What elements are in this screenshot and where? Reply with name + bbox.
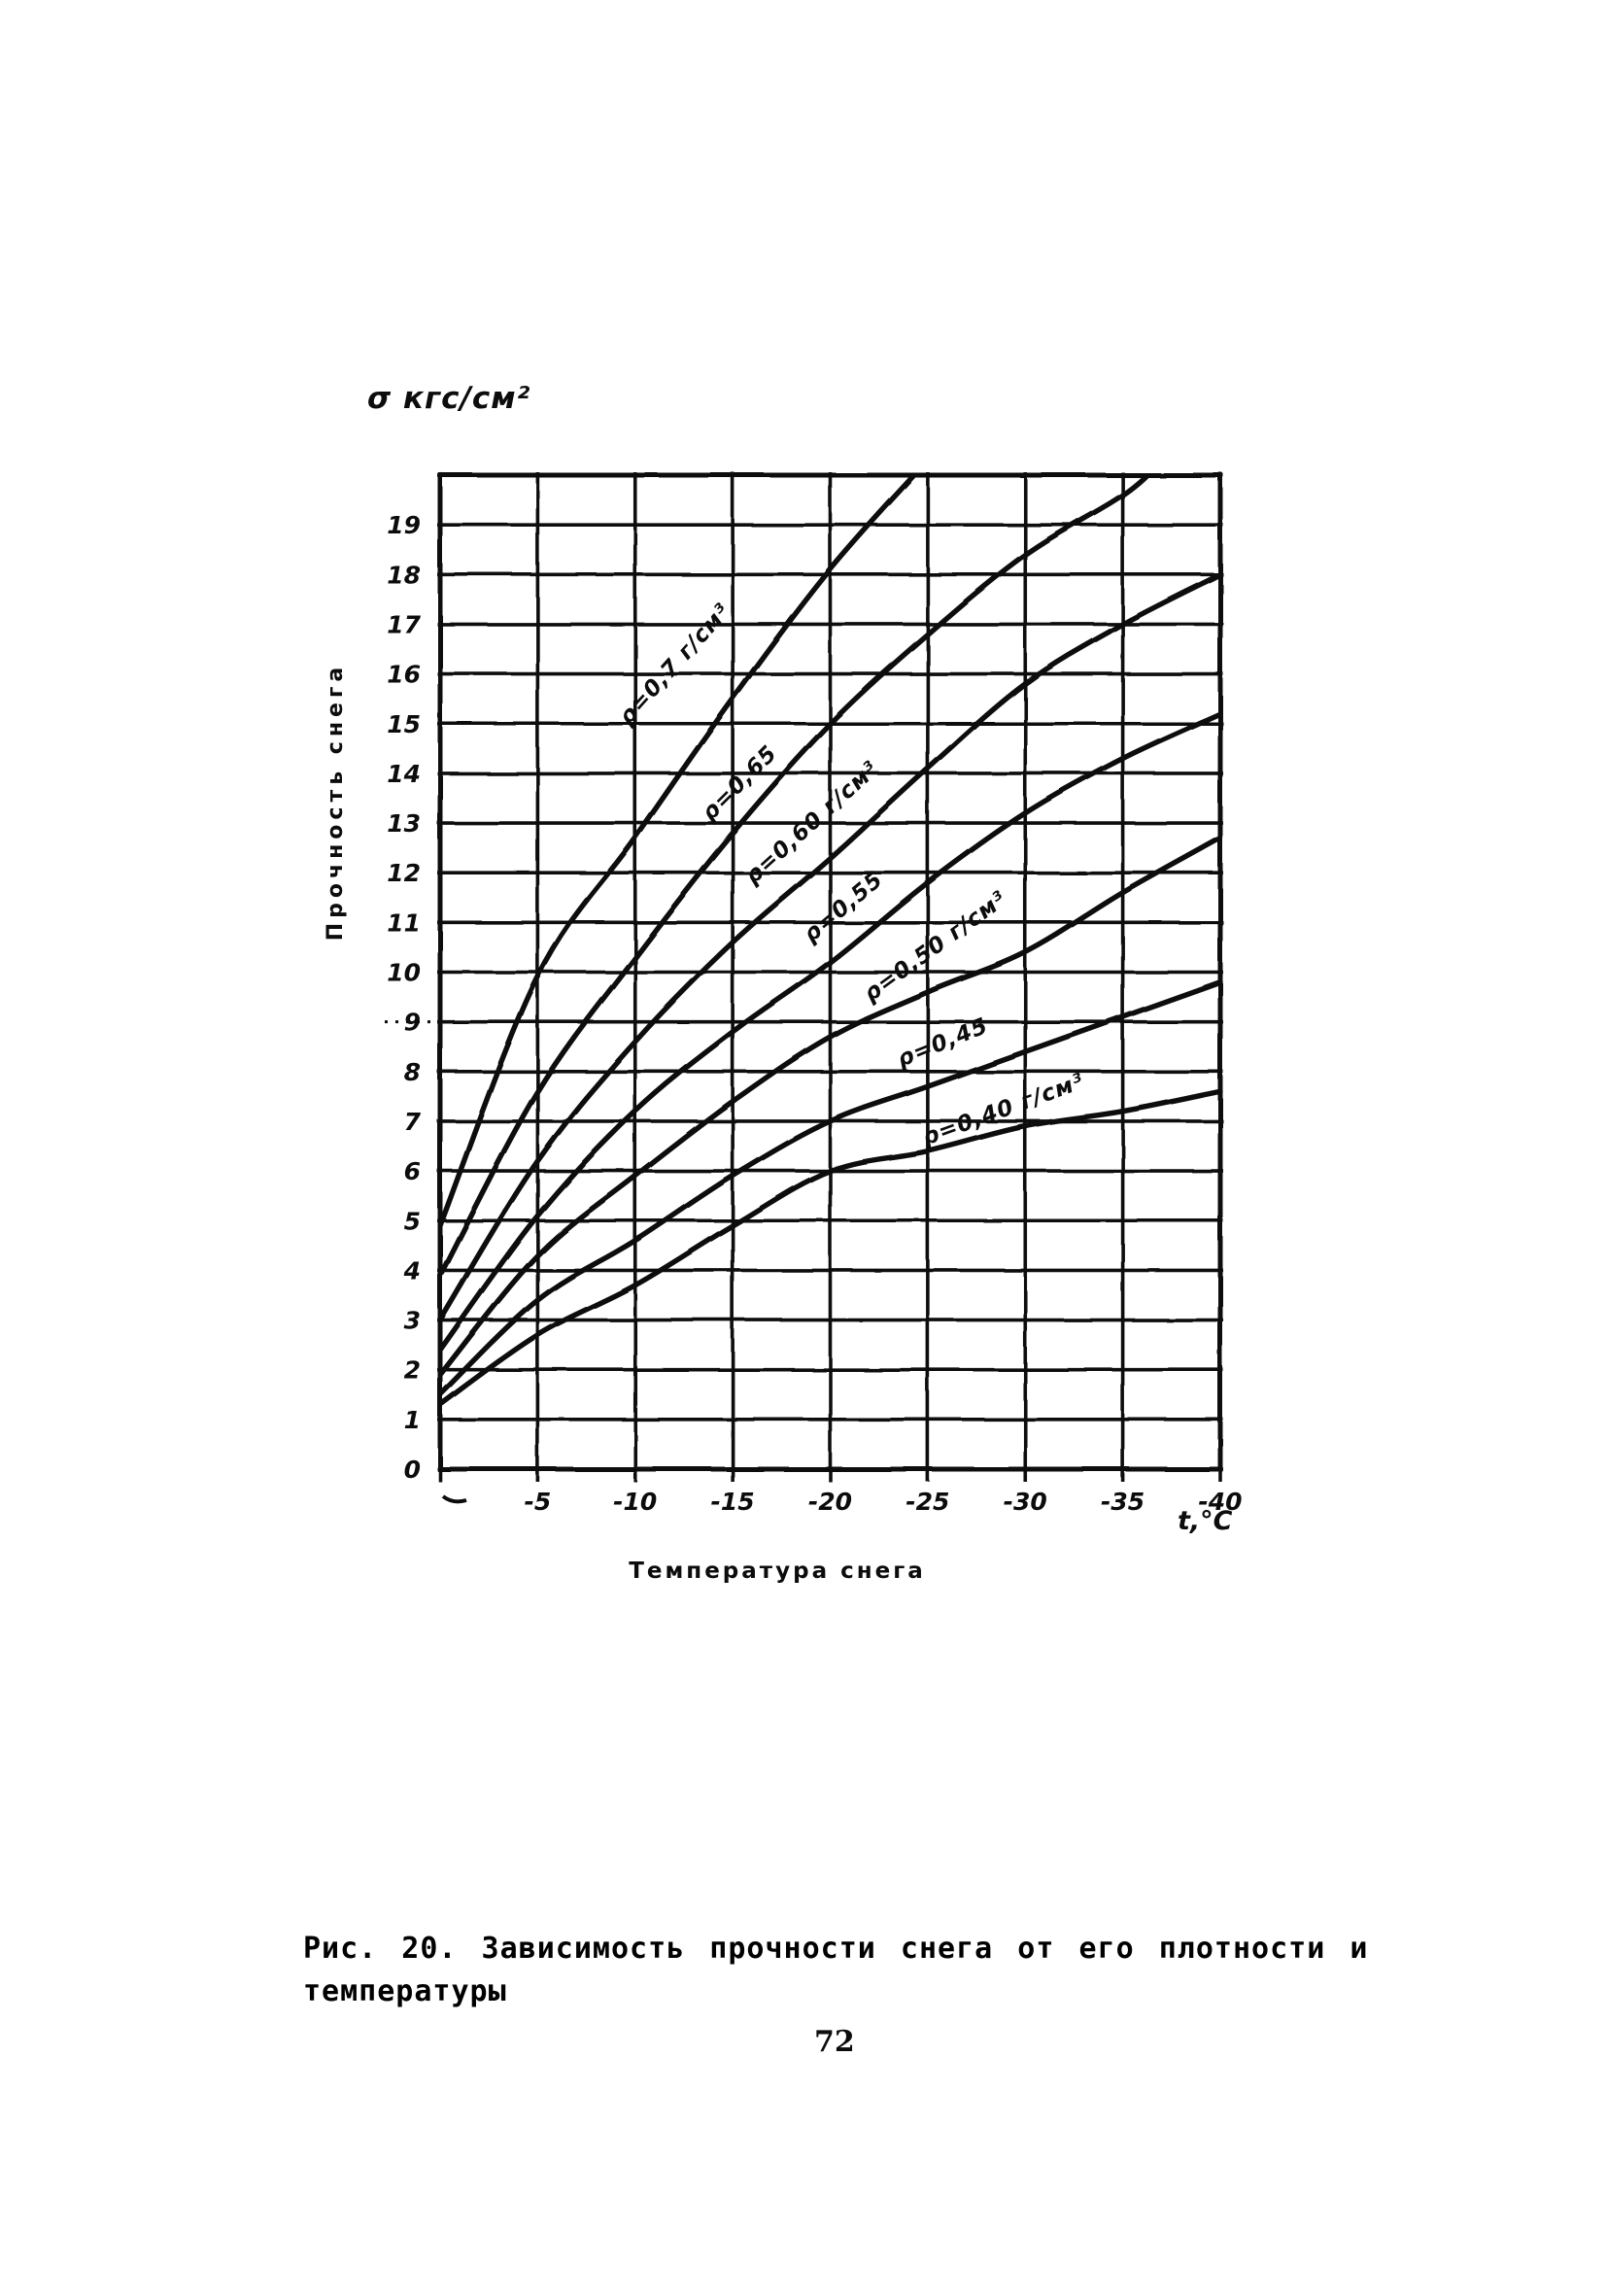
y-tick-4: 4 xyxy=(403,1256,421,1285)
x-axis-unit-label: t,°C xyxy=(1178,1506,1233,1536)
y-tick-19: 19 xyxy=(387,511,421,539)
y-tick-1: 1 xyxy=(404,1406,421,1434)
x-tick-labels: -5 -10 -15 -20 -25 -30 -35 -40 xyxy=(524,1488,1242,1516)
x-tick--35: -35 xyxy=(1101,1488,1145,1516)
figure-caption-line2: температуры xyxy=(303,1974,507,2008)
curve-density-0.6 xyxy=(438,571,1223,1323)
curve-label-density-0.65: ρ=0,65 xyxy=(697,740,782,826)
y-axis-unit-label: σ кгс/см² xyxy=(367,381,530,416)
y-tick-2: 2 xyxy=(404,1356,421,1385)
y-tick-17: 17 xyxy=(387,610,421,638)
curve-density-0.4 xyxy=(438,1088,1223,1408)
figure-caption-line1: Рис. 20. Зависимость прочности снега от … xyxy=(303,1932,1369,1966)
x-tick--5: -5 xyxy=(524,1488,551,1516)
grid xyxy=(437,472,1223,1482)
y-tick-5: 5 xyxy=(404,1207,421,1235)
y-tick-13: 13 xyxy=(387,809,421,838)
y-tick-10: 10 xyxy=(387,959,421,987)
figure-caption: Рис. 20. Зависимость прочности снега от … xyxy=(303,1928,1372,2013)
y-tick-6: 6 xyxy=(404,1157,421,1185)
y-tick-14: 14 xyxy=(387,760,421,788)
x-tick--40: -40 xyxy=(1198,1488,1242,1516)
curve-density-0.7 xyxy=(438,473,920,1229)
x-axis-title: Температура снега xyxy=(629,1559,926,1584)
y-tick-12: 12 xyxy=(387,859,421,887)
curve-label-density-0.55: ρ=0,55 xyxy=(799,867,888,947)
y-tick-8: 8 xyxy=(404,1058,421,1086)
plot-border xyxy=(437,472,1223,1472)
x-origin-mark xyxy=(441,1494,467,1504)
x-tick--30: -30 xyxy=(1004,1488,1047,1516)
curves xyxy=(438,473,1223,1408)
curve-label-density-0.7: ρ=0,7 г/см³ xyxy=(614,599,735,730)
page-number: 72 xyxy=(814,2025,855,2059)
curve-density-0.5 xyxy=(438,835,1223,1378)
y-tick-0: 0 xyxy=(404,1456,421,1484)
y-axis-title: Прочность снега xyxy=(324,663,348,942)
x-tick--25: -25 xyxy=(906,1488,949,1516)
x-tick--20: -20 xyxy=(808,1488,852,1516)
x-tick--15: -15 xyxy=(711,1488,755,1516)
x-tick--10: -10 xyxy=(613,1488,657,1516)
curve-density-0.45 xyxy=(438,979,1223,1397)
y-tick-7: 7 xyxy=(404,1108,422,1136)
y-tick-15: 15 xyxy=(387,710,421,738)
curve-density-0.55 xyxy=(438,710,1223,1353)
y-tick-18: 18 xyxy=(387,561,421,589)
y-tick-16: 16 xyxy=(387,661,421,689)
y-tick-11: 11 xyxy=(387,908,421,937)
curve-density-0.65 xyxy=(438,473,1153,1279)
y-tick-9: 9 xyxy=(404,1009,421,1037)
y-tick-3: 3 xyxy=(404,1307,421,1335)
